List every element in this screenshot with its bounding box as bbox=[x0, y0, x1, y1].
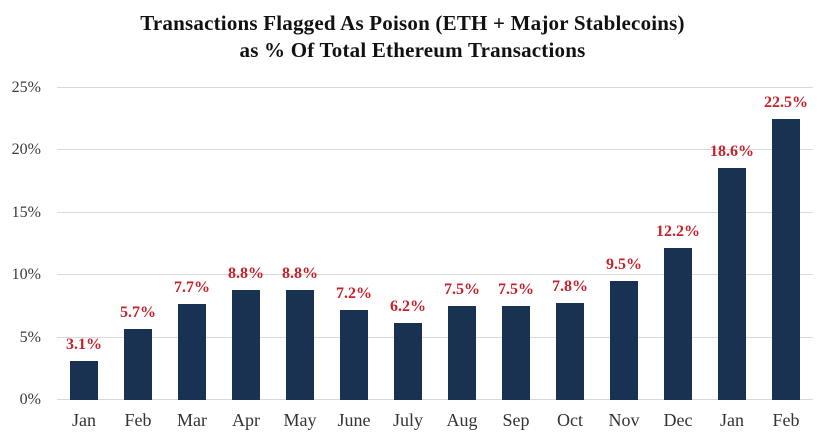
bar-value-label: 22.5% bbox=[764, 94, 808, 112]
bar-slot: 8.8% bbox=[273, 88, 327, 400]
bar bbox=[772, 119, 800, 400]
chart-title: Transactions Flagged As Poison (ETH + Ma… bbox=[0, 10, 825, 64]
x-tick-label: Mar bbox=[177, 410, 207, 430]
bar bbox=[718, 167, 746, 400]
bar-slot: 7.7% bbox=[165, 88, 219, 400]
x-tick-label: Sep bbox=[502, 410, 530, 430]
bar-value-label: 3.1% bbox=[66, 336, 102, 354]
y-tick-label: 20% bbox=[11, 141, 41, 159]
x-tick-label: June bbox=[337, 410, 371, 430]
bar bbox=[664, 247, 692, 400]
bar bbox=[340, 310, 368, 400]
x-tick-label: Feb bbox=[772, 410, 800, 430]
gridline bbox=[57, 274, 813, 276]
bar-slot: 12.2% bbox=[651, 88, 705, 400]
bar-value-label: 7.2% bbox=[336, 285, 372, 303]
bar bbox=[556, 302, 584, 400]
x-tick-label: Nov bbox=[608, 410, 640, 430]
bar-slot: 5.7% bbox=[111, 88, 165, 400]
bar-slot: 7.8% bbox=[543, 88, 597, 400]
bar bbox=[610, 281, 638, 400]
gridline bbox=[57, 87, 813, 88]
x-tick-label: Dec bbox=[663, 410, 693, 430]
x-tick-label: May bbox=[283, 410, 317, 430]
bar-value-label: 7.5% bbox=[444, 281, 480, 299]
bar-slot: 18.6% bbox=[705, 88, 759, 400]
bar bbox=[70, 361, 98, 400]
gridline bbox=[57, 336, 813, 338]
y-tick-label: 0% bbox=[19, 391, 41, 408]
bar-value-label: 6.2% bbox=[390, 297, 426, 315]
bar bbox=[178, 303, 206, 400]
bar-value-label: 9.5% bbox=[606, 256, 642, 274]
y-tick-label: 15% bbox=[11, 203, 41, 221]
bar-slot: 7.5% bbox=[435, 88, 489, 400]
chart-title-line1: Transactions Flagged As Poison (ETH + Ma… bbox=[140, 11, 685, 35]
bar-value-label: 5.7% bbox=[120, 303, 156, 321]
bar-slot: 9.5% bbox=[597, 88, 651, 400]
bar-slot: 3.1% bbox=[57, 88, 111, 400]
chart-title-line2: as % Of Total Ethereum Transactions bbox=[239, 38, 586, 62]
bar bbox=[502, 306, 530, 400]
bar bbox=[124, 328, 152, 400]
x-tick-label: Feb bbox=[124, 410, 152, 430]
bars-row: 3.1% 5.7% 7.7% 8.8% 8.8% 7.2% 6.2% 7.5% 7.5% 7.8%… bbox=[57, 88, 813, 400]
bar bbox=[232, 290, 260, 400]
x-tick-label: Aug bbox=[446, 410, 478, 430]
plot-area: 3.1% 5.7% 7.7% 8.8% 8.8% 7.2% 6.2% 7.5% 7.5% 7.8%… bbox=[57, 87, 813, 430]
bar-slot: 22.5% bbox=[759, 88, 813, 400]
x-tick-label: Jan bbox=[72, 410, 96, 430]
x-tick-label: July bbox=[392, 410, 423, 430]
bar-slot: 7.2% bbox=[327, 88, 381, 400]
x-tick-label: Oct bbox=[557, 410, 583, 430]
bar-value-label: 7.7% bbox=[174, 278, 210, 296]
gridline bbox=[57, 149, 813, 151]
gridline bbox=[57, 211, 813, 213]
bar-slot: 6.2% bbox=[381, 88, 435, 400]
y-tick-label: 10% bbox=[11, 266, 41, 284]
bar bbox=[394, 322, 422, 400]
y-tick-label: 25% bbox=[11, 79, 41, 96]
bar-value-label: 7.5% bbox=[498, 281, 534, 299]
bar bbox=[448, 306, 476, 400]
bar-value-label: 18.6% bbox=[710, 142, 754, 160]
gridline bbox=[57, 399, 813, 400]
bar-slot: 7.5% bbox=[489, 88, 543, 400]
bar-value-label: 8.8% bbox=[282, 265, 318, 283]
x-axis: Jan Feb Mar Apr May June July Aug Sep Oct Nov Dec Ja… bbox=[57, 400, 813, 436]
y-tick-label: 5% bbox=[19, 328, 41, 346]
bar-slot: 8.8% bbox=[219, 88, 273, 400]
bar-value-label: 7.8% bbox=[552, 277, 588, 295]
x-tick-label: Jan bbox=[720, 410, 744, 430]
bar-value-label: 8.8% bbox=[228, 265, 264, 283]
x-tick-label: Apr bbox=[232, 410, 260, 430]
y-axis: 0% 5% 10% 15% 20% 25% bbox=[0, 79, 49, 408]
bar bbox=[286, 290, 314, 400]
bar-value-label: 12.2% bbox=[656, 222, 700, 240]
